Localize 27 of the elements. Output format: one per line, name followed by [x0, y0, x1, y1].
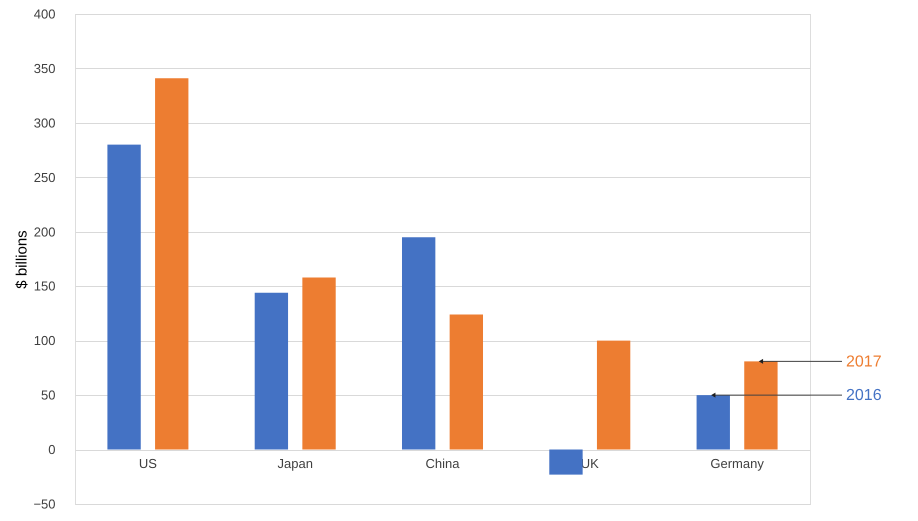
y-tick-label: 300: [34, 115, 56, 130]
bar: [549, 450, 583, 475]
bar: [254, 292, 288, 450]
y-axis-title: $ billions: [13, 230, 30, 289]
y-tick-label: 200: [34, 224, 56, 240]
bar: [744, 361, 778, 450]
y-tick-label: 0: [48, 442, 56, 458]
bar: [596, 340, 630, 450]
bar: [302, 278, 336, 450]
bar: [107, 144, 141, 450]
y-tick-label: −50: [33, 496, 56, 512]
y-tick-label: 50: [41, 388, 56, 403]
y-tick-label: 100: [34, 333, 56, 348]
x-tick-label: US: [138, 456, 158, 472]
y-tick-label: 150: [34, 278, 56, 294]
x-tick-label: Japan: [277, 456, 313, 472]
y-tick-label: 400: [34, 6, 56, 22]
x-tick-label: China: [426, 456, 460, 472]
text: 2016: [846, 387, 882, 404]
bar: [450, 314, 484, 450]
x-tick-label: Germany: [710, 456, 764, 472]
y-tick-label: 250: [34, 170, 56, 185]
bar: [402, 237, 436, 450]
text: 2017: [846, 353, 882, 370]
bar: [696, 395, 730, 450]
bar: [155, 78, 188, 450]
y-tick-label: 350: [34, 60, 56, 76]
